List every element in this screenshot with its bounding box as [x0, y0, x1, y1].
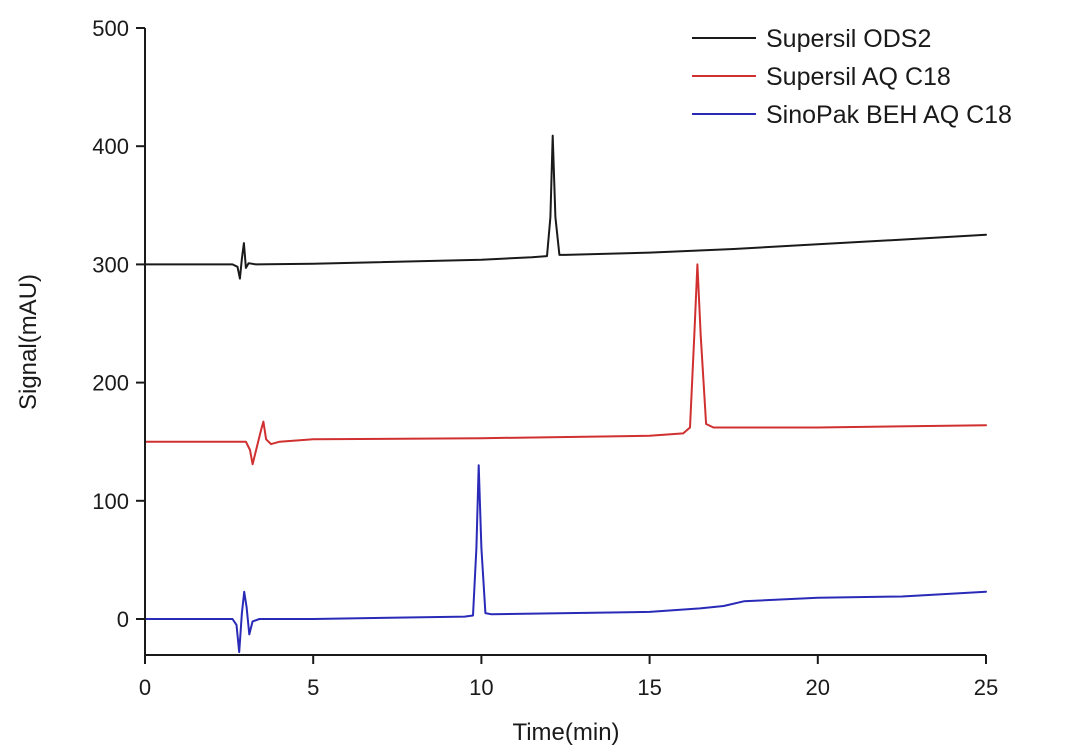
legend-label-0: Supersil ODS2 [766, 25, 931, 53]
series-line-1 [144, 263, 987, 466]
x-tick-label-2: 10 [469, 675, 493, 700]
legend-label-1: Supersil AQ C18 [766, 63, 951, 91]
y-tick-label-2: 200 [92, 371, 129, 396]
y-axis: 0 100 200 300 400 500 [92, 16, 146, 655]
series-line-2 [144, 464, 987, 654]
y-tick-label-0: 0 [117, 607, 129, 632]
x-axis: 0 5 10 15 20 25 [139, 654, 998, 700]
legend-label-2: SinoPak BEH AQ C18 [766, 101, 1012, 129]
x-tick-label-5: 25 [974, 675, 998, 700]
series-line-0 [144, 134, 987, 280]
y-tick-label-1: 100 [92, 489, 129, 514]
y-tick-label-3: 300 [92, 252, 129, 277]
x-tick-label-3: 15 [637, 675, 661, 700]
x-tick-label-4: 20 [806, 675, 830, 700]
legend: Supersil ODS2 Supersil AQ C18 SinoPak BEH … [692, 25, 1012, 129]
y-axis-title: Signal(mAU) [15, 274, 42, 410]
x-tick-label-0: 0 [139, 675, 151, 700]
x-tick-label-1: 5 [307, 675, 319, 700]
plot-lines [144, 134, 987, 654]
y-tick-label-4: 400 [92, 134, 129, 159]
y-tick-label-5: 500 [92, 16, 129, 41]
x-axis-title: Time(min) [512, 719, 619, 746]
